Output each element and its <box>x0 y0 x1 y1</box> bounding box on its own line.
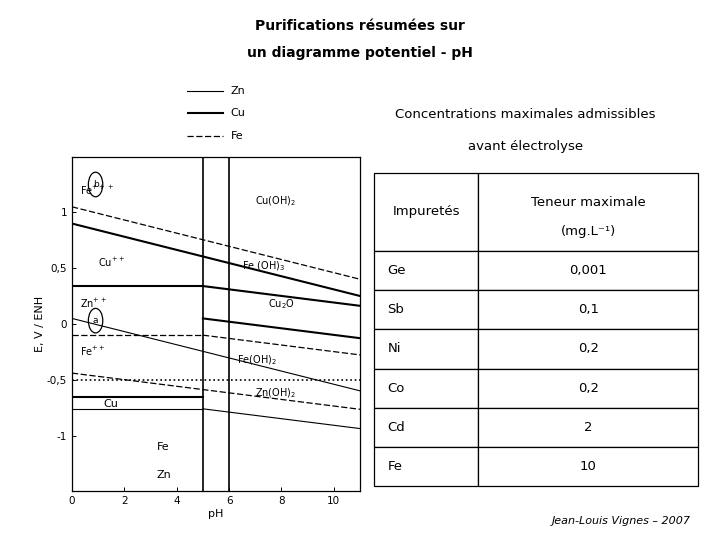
Text: Cu: Cu <box>104 400 119 409</box>
Text: Impuretés: Impuretés <box>392 205 460 219</box>
Text: Fe: Fe <box>387 460 402 473</box>
Text: (mg.L⁻¹): (mg.L⁻¹) <box>561 225 616 238</box>
Bar <box>478 173 698 251</box>
Text: Zn: Zn <box>230 86 245 96</box>
Bar <box>478 447 698 486</box>
X-axis label: pH: pH <box>208 509 224 519</box>
Text: Fe: Fe <box>230 131 243 141</box>
Text: 0,2: 0,2 <box>577 342 599 355</box>
Text: Co: Co <box>387 382 405 395</box>
Bar <box>478 251 698 291</box>
Text: Cu(OH)$_2$: Cu(OH)$_2$ <box>256 194 297 208</box>
Text: 0,001: 0,001 <box>570 264 607 277</box>
Text: Ge: Ge <box>387 264 406 277</box>
Bar <box>478 291 698 329</box>
Text: Fe$^{+++}$: Fe$^{+++}$ <box>80 184 114 197</box>
Bar <box>374 368 478 408</box>
Text: Sb: Sb <box>387 303 404 316</box>
Bar <box>374 251 478 291</box>
Text: Ni: Ni <box>387 342 401 355</box>
Bar <box>478 329 698 368</box>
Text: Cu$^{++}$: Cu$^{++}$ <box>98 256 125 269</box>
Bar <box>374 447 478 486</box>
Text: Zn$^{++}$: Zn$^{++}$ <box>80 298 107 310</box>
Text: Zn(OH)$_2$: Zn(OH)$_2$ <box>256 387 297 400</box>
Text: Zn: Zn <box>156 470 171 480</box>
Text: Cu$_2$O: Cu$_2$O <box>269 297 295 311</box>
Bar <box>478 408 698 447</box>
Text: Fe: Fe <box>158 442 170 452</box>
Text: 2: 2 <box>584 421 593 434</box>
Bar <box>374 173 478 251</box>
Text: avant électrolyse: avant électrolyse <box>468 140 583 153</box>
Text: Teneur maximale: Teneur maximale <box>531 196 646 209</box>
Text: 10: 10 <box>580 460 597 473</box>
Text: 0,1: 0,1 <box>577 303 599 316</box>
Text: un diagramme potentiel - pH: un diagramme potentiel - pH <box>247 46 473 60</box>
Text: Fe(OH)$_2$: Fe(OH)$_2$ <box>237 353 276 367</box>
Text: 0,2: 0,2 <box>577 382 599 395</box>
Bar <box>374 291 478 329</box>
Text: Jean-Louis Vignes – 2007: Jean-Louis Vignes – 2007 <box>552 516 691 526</box>
Text: Purifications résumées sur: Purifications résumées sur <box>255 19 465 33</box>
Text: Fe$^{++}$: Fe$^{++}$ <box>80 346 105 359</box>
Text: a: a <box>93 316 99 325</box>
Text: b: b <box>93 180 99 189</box>
Text: Fe (OH)$_3$: Fe (OH)$_3$ <box>242 259 285 273</box>
Bar <box>478 368 698 408</box>
Bar <box>374 329 478 368</box>
Bar <box>374 408 478 447</box>
Text: Cu: Cu <box>230 109 246 118</box>
Text: Concentrations maximales admissibles: Concentrations maximales admissibles <box>395 108 656 121</box>
Y-axis label: E, V / ENH: E, V / ENH <box>35 296 45 352</box>
Text: Cd: Cd <box>387 421 405 434</box>
